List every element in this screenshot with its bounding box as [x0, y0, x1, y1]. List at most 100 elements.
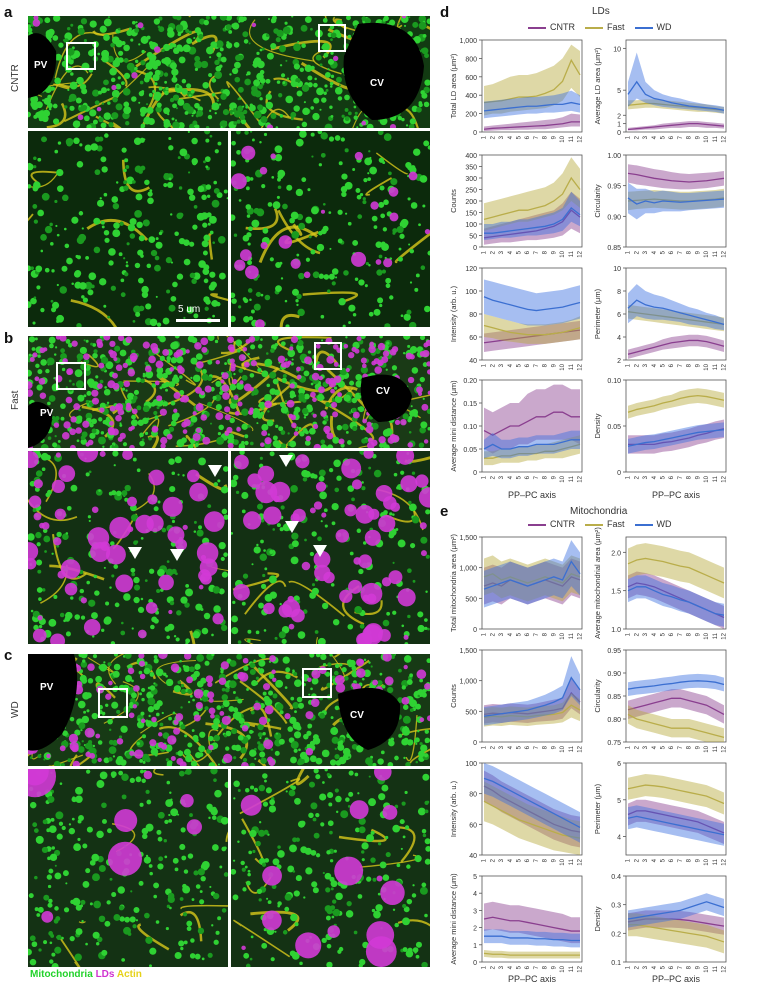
band-wd: [484, 90, 580, 119]
x-tick-label: 3: [499, 745, 505, 749]
x-tick-label: 7: [534, 965, 540, 969]
y-tick-label: 0.95: [607, 648, 621, 655]
plot-frame: [625, 536, 727, 630]
line-wd: [627, 197, 725, 205]
y-tick-label: 2: [473, 926, 477, 933]
y-tick-label: 0.85: [607, 245, 621, 252]
stain-legend: Mitochondria LDs Actin: [30, 969, 142, 980]
x-tick-label: 7: [678, 745, 684, 749]
pv-label-a: PV: [34, 60, 48, 71]
x-tick-label: 12: [578, 250, 584, 257]
band-fast: [484, 555, 580, 602]
x-tick-label: 3: [643, 363, 649, 367]
x-tick-label: 5: [660, 965, 666, 969]
arrowhead-marker: [279, 455, 293, 467]
x-tick-label: 12: [578, 363, 584, 370]
line-fast: [627, 394, 725, 413]
x-tick-label: 1: [482, 632, 488, 636]
y-tick-label: 400: [465, 153, 477, 160]
x-tick-label: 5: [516, 965, 522, 969]
legend-e-cntr: CNTR: [528, 519, 575, 529]
y-tick-label: 0.05: [463, 447, 477, 454]
x-tick-label: 8: [687, 745, 693, 749]
band-fast: [484, 781, 580, 855]
x-axis-title-d-left: PP–PC axis: [508, 490, 557, 500]
x-tick-label: 3: [499, 965, 505, 969]
x-tick-label: 6: [669, 135, 675, 139]
band-cntr: [484, 677, 580, 724]
y-tick-label: 10: [613, 46, 621, 53]
line-wd: [627, 680, 725, 690]
x-tick-label: 10: [704, 475, 710, 482]
x-tick-label: 2: [634, 965, 640, 969]
scale-bar: [176, 319, 220, 322]
y-tick-label: 0: [473, 470, 477, 477]
x-tick-label: 10: [560, 475, 566, 482]
x-tick-label: 11: [569, 632, 575, 639]
x-axis-title-e-left: PP–PC axis: [508, 974, 557, 984]
line-wd: [627, 80, 725, 111]
x-tick-label: 11: [713, 135, 719, 142]
band-wd: [628, 673, 724, 696]
x-tick-label: 1: [626, 363, 632, 367]
x-tick-label: 10: [560, 965, 566, 972]
pv-label-b: PV: [40, 408, 54, 419]
zoom-box-b-right: [314, 342, 342, 370]
band-cntr: [628, 910, 724, 935]
chart-d7: 0 0.05 0.10 0.15 0.20 1 2 3 4 5 6 7 8 9 10 11 12 Average …: [442, 378, 586, 499]
y-axis-label: Circularity: [593, 184, 602, 218]
y-axis-label: Average mini distance (μm): [449, 873, 458, 965]
x-tick-label: 5: [516, 250, 522, 254]
x-tick-label: 5: [660, 135, 666, 139]
x-tick-label: 8: [687, 858, 693, 862]
x-tick-label: 9: [695, 475, 701, 479]
line-fast: [627, 557, 725, 584]
x-tick-label: 8: [543, 965, 549, 969]
y-tick-label: 4: [473, 891, 477, 898]
x-tick-label: 8: [543, 858, 549, 862]
plot-frame: [625, 875, 727, 963]
band-fast: [628, 188, 724, 211]
band-wd: [628, 52, 724, 114]
panel-d-label: d: [440, 4, 450, 21]
x-tick-label: 4: [508, 250, 514, 254]
x-tick-label: 8: [687, 250, 693, 254]
x-tick-label: 2: [490, 135, 496, 139]
line-wd: [483, 439, 580, 450]
line-fast: [484, 443, 581, 459]
line-fast: [483, 952, 580, 956]
x-tick-label: 12: [722, 632, 728, 639]
x-tick-label: 4: [508, 135, 514, 139]
zoom-box-a-right: [318, 24, 346, 52]
x-tick-label: 3: [499, 135, 505, 139]
x-tick-label: 1: [482, 475, 488, 479]
plot-frame: [625, 762, 727, 856]
chart-e4: 0.75 0.80 0.85 0.90 0.95 1 2 3 4 5 6 7 8 9 10 11 12 Circu…: [586, 648, 730, 769]
line-cntr: [483, 411, 580, 436]
x-tick-label: 1: [626, 858, 632, 862]
x-axis-title-e-right: PP–PC axis: [652, 974, 701, 984]
y-axis-label: Counts: [449, 684, 458, 708]
x-tick-label: 1: [626, 745, 632, 749]
line-wd: [627, 815, 725, 836]
x-tick-label: 9: [551, 363, 557, 367]
zoom-texture-b-right: [231, 451, 430, 644]
chart-d6: 2 4 6 8 10 1 2 3 4 5 6 7 8 9 10 11 12 Perimeter (μm): [586, 266, 730, 387]
x-tick-label: 4: [652, 475, 658, 479]
x-tick-label: 12: [722, 363, 728, 370]
arrowhead-marker: [208, 465, 222, 477]
micrograph-a-overview: PV CV: [28, 16, 430, 128]
x-tick-label: 8: [687, 632, 693, 636]
x-tick-label: 6: [525, 135, 531, 139]
plot-frame: [481, 536, 583, 630]
y-tick-label: 1: [473, 943, 477, 950]
line-wd: [627, 299, 725, 325]
y-tick-label: 60: [469, 822, 477, 829]
y-tick-label: 1.5: [611, 589, 621, 596]
y-tick-label: 100: [465, 761, 477, 768]
y-tick-label: 40: [469, 853, 477, 860]
x-tick-label: 5: [516, 475, 522, 479]
x-tick-label: 2: [490, 745, 496, 749]
